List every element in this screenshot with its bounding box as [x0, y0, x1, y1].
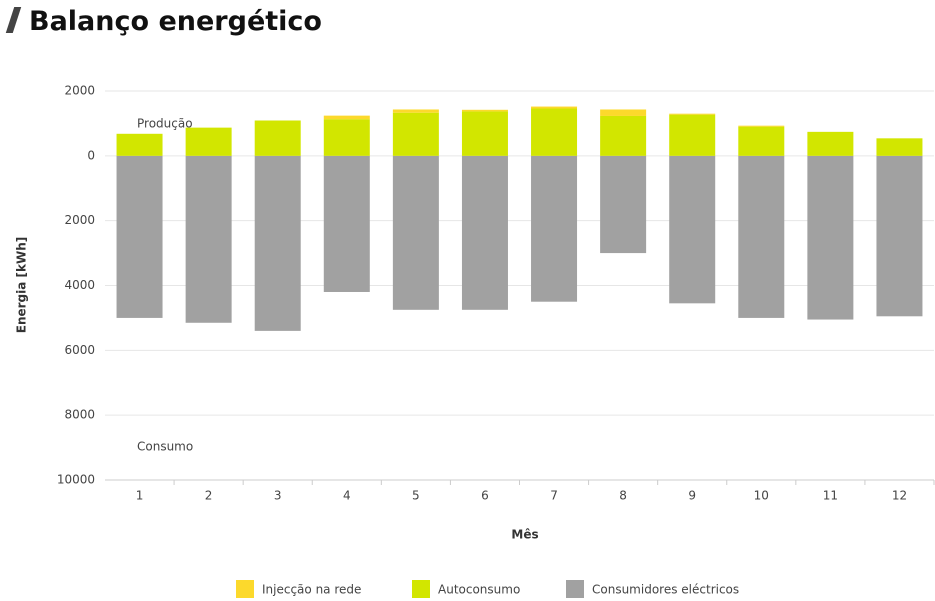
- x-tick-label: 3: [274, 489, 282, 503]
- y-tick-label: 2000: [64, 213, 95, 227]
- bar: [531, 155, 578, 302]
- bar: [738, 125, 785, 127]
- bar: [531, 108, 578, 156]
- chart-title: Balanço energético: [29, 6, 322, 37]
- bar: [323, 119, 370, 156]
- bar: [738, 126, 785, 156]
- y-tick-label: 10000: [57, 473, 95, 487]
- bar: [392, 109, 439, 113]
- title-wrap: Balanço energético: [5, 6, 322, 37]
- bar: [185, 127, 232, 156]
- legend-label: Injecção na rede: [262, 583, 361, 597]
- bar: [600, 155, 647, 254]
- bar: [669, 113, 716, 115]
- bar: [876, 155, 923, 317]
- bar: [392, 112, 439, 156]
- bar: [807, 131, 854, 156]
- legend-label: Consumidores eléctricos: [592, 583, 739, 597]
- legend-swatch: [412, 580, 430, 598]
- bar: [807, 155, 854, 320]
- bar: [876, 138, 923, 156]
- x-tick-label: 10: [754, 489, 769, 503]
- bar: [600, 109, 647, 116]
- bar: [461, 109, 508, 112]
- bar: [461, 111, 508, 156]
- legend-swatch: [566, 580, 584, 598]
- x-tick-label: 6: [481, 489, 489, 503]
- y-tick-label: 0: [87, 148, 95, 162]
- x-tick-label: 2: [205, 489, 213, 503]
- y-tick-label: 6000: [64, 343, 95, 357]
- bar: [738, 155, 785, 318]
- y-tick-label: 4000: [64, 278, 95, 292]
- bar: [116, 133, 163, 156]
- bar: [323, 155, 370, 292]
- y-axis-title: Energia [kWh]: [15, 237, 29, 334]
- annotation: Consumo: [137, 440, 193, 454]
- bar: [254, 155, 301, 331]
- x-tick-label: 5: [412, 489, 420, 503]
- bar: [461, 155, 508, 310]
- bar: [185, 155, 232, 323]
- bar: [600, 115, 647, 156]
- x-tick-label: 8: [619, 489, 627, 503]
- bar: [531, 106, 578, 109]
- legend-swatch: [236, 580, 254, 598]
- bar: [669, 155, 716, 304]
- bar: [669, 114, 716, 156]
- x-tick-label: 7: [550, 489, 558, 503]
- y-tick-label: 8000: [64, 408, 95, 422]
- y-tick-label: 2000: [64, 84, 95, 98]
- x-tick-label: 1: [136, 489, 144, 503]
- bar: [392, 155, 439, 310]
- x-axis-title: Mês: [511, 528, 538, 542]
- bar: [116, 155, 163, 318]
- bar: [323, 115, 370, 120]
- x-tick-label: 12: [892, 489, 907, 503]
- x-tick-label: 4: [343, 489, 351, 503]
- x-tick-label: 9: [688, 489, 696, 503]
- annotation: Produção: [137, 117, 193, 131]
- x-tick-label: 11: [823, 489, 838, 503]
- bar: [254, 120, 301, 156]
- legend-label: Autoconsumo: [438, 583, 520, 597]
